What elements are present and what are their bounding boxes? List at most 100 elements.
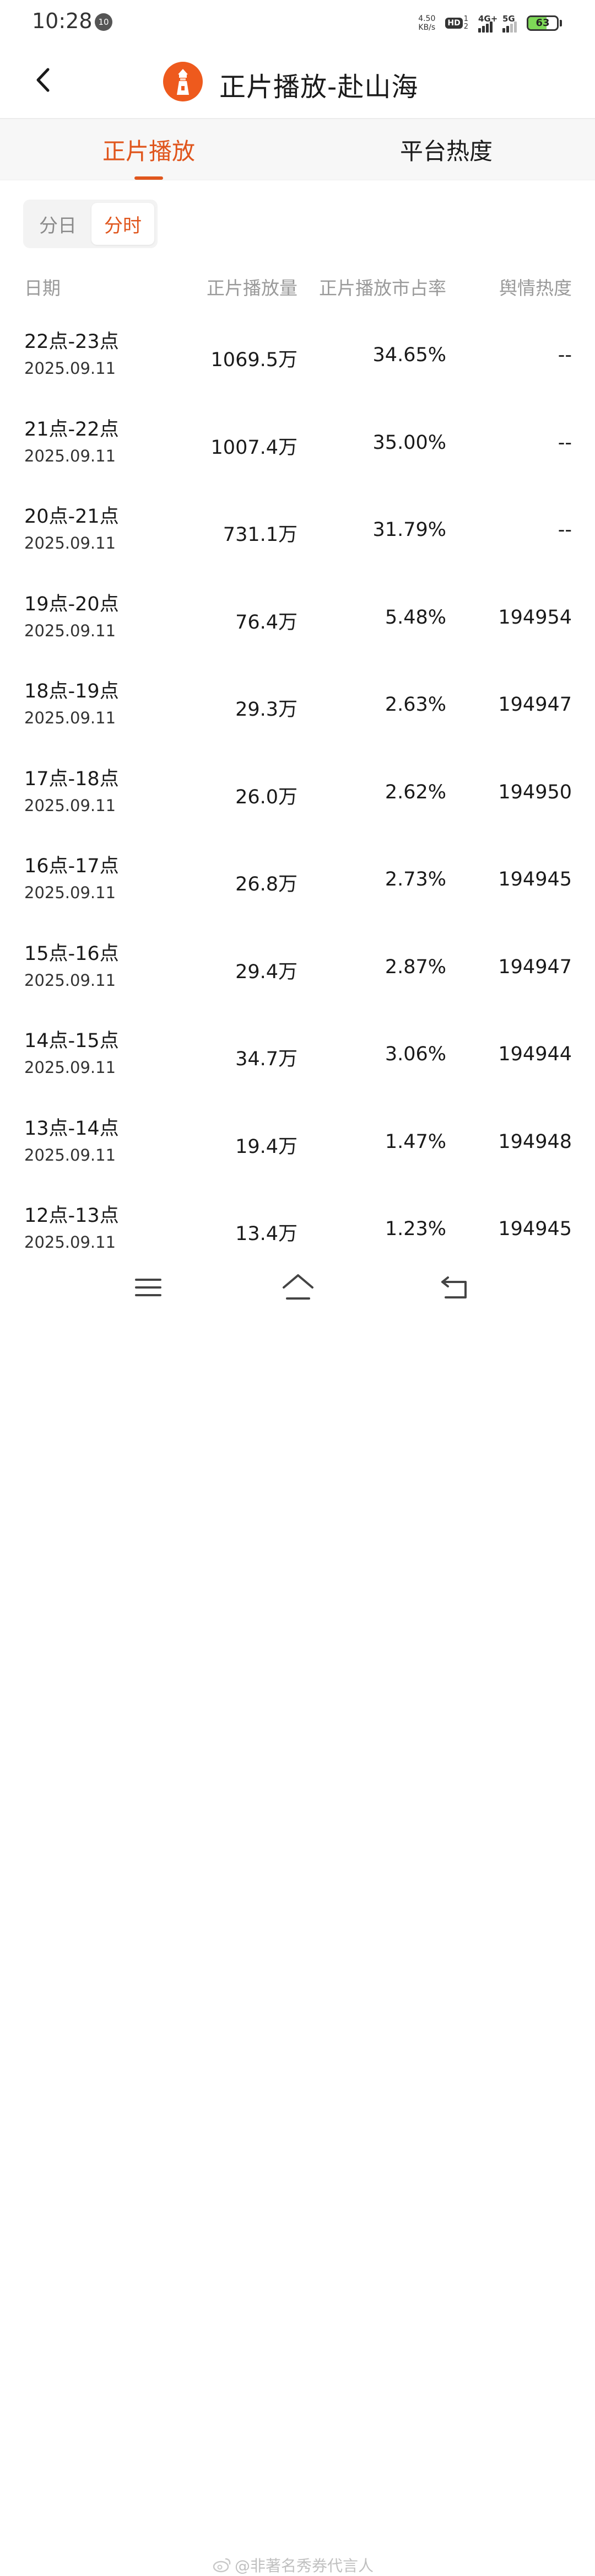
cell-date: 18点-19点 2025.09.11	[24, 679, 119, 729]
cell-date: 17点-18点 2025.09.11	[24, 767, 119, 817]
net-speed-value: 4.50	[418, 14, 436, 23]
cell-heat: 194945	[498, 1218, 572, 1240]
cell-heat: 194947	[498, 956, 572, 978]
table-row: 22点-23点 2025.09.11 1069.5万 34.65% --	[0, 304, 595, 392]
system-nav-bar: @非著名秀券代言人	[0, 1252, 595, 2575]
notification-badge-icon: 10	[95, 13, 112, 31]
weibo-icon	[213, 2558, 231, 2573]
cell-date: 15点-16点 2025.09.11	[24, 942, 119, 991]
cell-share: 3.06%	[385, 1043, 446, 1065]
cell-hour-range: 14点-15点	[24, 1030, 119, 1052]
cell-day: 2025.09.11	[24, 1233, 116, 1252]
back-button[interactable]	[24, 61, 63, 99]
cell-hour-range: 19点-20点	[24, 593, 119, 615]
tab-feature-play[interactable]: 正片播放	[102, 137, 195, 165]
cell-day: 2025.09.11	[24, 1058, 116, 1077]
header-share: 正片播放市占率	[319, 277, 446, 299]
active-tab-indicator	[134, 176, 163, 180]
cell-hour-range: 17点-18点	[24, 768, 119, 790]
cell-plays: 1069.5万	[210, 349, 298, 371]
table-row: 20点-21点 2025.09.11 731.1万 31.79% --	[0, 479, 595, 567]
nav-menu-button[interactable]	[129, 1268, 167, 1307]
cell-heat: 194948	[498, 1130, 572, 1153]
hourly-data-table: 日期 正片播放量 正片播放市占率 舆情热度 22点-23点 2025.09.11 1…	[0, 265, 595, 1266]
cell-date: 14点-15点 2025.09.11	[24, 1029, 119, 1078]
cell-share: 2.63%	[385, 694, 446, 716]
status-indicators: 4.50 KB/s HD 1 2 4G+ 5G 63	[418, 11, 562, 35]
cell-plays: 34.7万	[235, 1048, 298, 1070]
net-speed: 4.50 KB/s	[418, 14, 435, 32]
back-arrow-icon	[441, 1276, 467, 1298]
cell-share: 1.23%	[385, 1218, 446, 1240]
segment-by-hour[interactable]: 分时	[91, 203, 154, 245]
cell-heat: --	[558, 344, 572, 366]
cell-plays: 26.8万	[235, 873, 298, 895]
table-row: 17点-18点 2025.09.11 26.0万 2.62% 194950	[0, 742, 595, 829]
cell-hour-range: 16点-17点	[24, 855, 119, 877]
cell-date: 16点-17点 2025.09.11	[24, 854, 119, 904]
cell-share: 2.73%	[385, 868, 446, 890]
lighthouse-logo-icon	[163, 62, 203, 101]
table-row: 18点-19点 2025.09.11 29.3万 2.63% 194947	[0, 654, 595, 742]
hd-voice-icon: HD 1 2	[445, 15, 468, 31]
cell-date: 20点-21点 2025.09.11	[24, 505, 119, 554]
table-row: 12点-13点 2025.09.11 13.4万 1.23% 194945	[0, 1178, 595, 1266]
cell-hour-range: 12点-13点	[24, 1205, 119, 1227]
table-row: 14点-15点 2025.09.11 34.7万 3.06% 194944	[0, 1003, 595, 1091]
tab-platform-heat[interactable]: 平台热度	[399, 137, 493, 165]
hd-label: HD	[445, 18, 463, 29]
nav-home-button[interactable]	[279, 1268, 317, 1307]
table-row: 21点-22点 2025.09.11 1007.4万 35.00% --	[0, 392, 595, 480]
cell-hour-range: 15点-16点	[24, 942, 119, 965]
cell-plays: 13.4万	[235, 1223, 298, 1245]
hd-sim2: 2	[463, 23, 468, 31]
header-date: 日期	[24, 277, 61, 299]
cell-day: 2025.09.11	[24, 796, 116, 815]
home-icon	[283, 1274, 313, 1300]
chevron-left-icon	[36, 68, 50, 92]
cell-hour-range: 21点-22点	[24, 418, 119, 441]
page-title: 正片播放-赴山海	[219, 72, 419, 103]
cell-share: 2.62%	[385, 781, 446, 803]
cell-plays: 76.4万	[235, 611, 298, 634]
table-row: 13点-14点 2025.09.11 19.4万 1.47% 194948	[0, 1091, 595, 1179]
cell-heat: 194954	[498, 606, 572, 629]
cell-heat: 194945	[498, 868, 572, 890]
cell-heat: 194950	[498, 781, 572, 803]
table-row: 19点-20点 2025.09.11 76.4万 5.48% 194954	[0, 567, 595, 654]
cell-share: 31.79%	[372, 519, 446, 541]
cell-hour-range: 13点-14点	[24, 1117, 119, 1140]
status-bar: 10:28 10 4.50 KB/s HD 1 2 4G+ 5G	[0, 0, 595, 44]
signal-4g-label: 4G+	[478, 14, 498, 24]
cell-plays: 29.3万	[235, 699, 298, 721]
nav-back-button[interactable]	[435, 1268, 474, 1307]
menu-icon	[135, 1279, 161, 1296]
cell-date: 22点-23点 2025.09.11	[24, 330, 119, 379]
app-header: 正片播放-赴山海	[0, 44, 595, 119]
cell-heat: --	[558, 431, 572, 454]
cell-plays: 19.4万	[235, 1135, 298, 1158]
cell-plays: 26.0万	[235, 786, 298, 808]
cell-date: 13点-14点 2025.09.11	[24, 1117, 119, 1166]
tab-bar: 正片播放 平台热度	[0, 119, 595, 180]
cell-date: 19点-20点 2025.09.11	[24, 592, 119, 642]
hd-sim1: 1	[463, 15, 468, 23]
table-row: 16点-17点 2025.09.11 26.8万 2.73% 194945	[0, 829, 595, 916]
cell-plays: 29.4万	[235, 960, 298, 983]
cell-day: 2025.09.11	[24, 359, 116, 378]
cell-day: 2025.09.11	[24, 970, 116, 990]
cell-day: 2025.09.11	[24, 534, 116, 552]
cell-day: 2025.09.11	[24, 709, 116, 727]
segment-by-day[interactable]: 分日	[39, 214, 77, 237]
cell-share: 34.65%	[372, 344, 446, 366]
cell-share: 5.48%	[385, 606, 446, 629]
signal-5g-label: 5G	[502, 14, 515, 24]
cell-share: 1.47%	[385, 1130, 446, 1153]
net-speed-unit: KB/s	[418, 23, 436, 32]
table-header: 日期 正片播放量 正片播放市占率 舆情热度	[0, 265, 595, 304]
cell-plays: 1007.4万	[210, 436, 298, 459]
watermark-text: @非著名秀券代言人	[235, 2557, 374, 2575]
cell-date: 21点-22点 2025.09.11	[24, 417, 119, 467]
signal-5g-icon: 5G	[502, 14, 517, 33]
table-row: 15点-16点 2025.09.11 29.4万 2.87% 194947	[0, 916, 595, 1004]
